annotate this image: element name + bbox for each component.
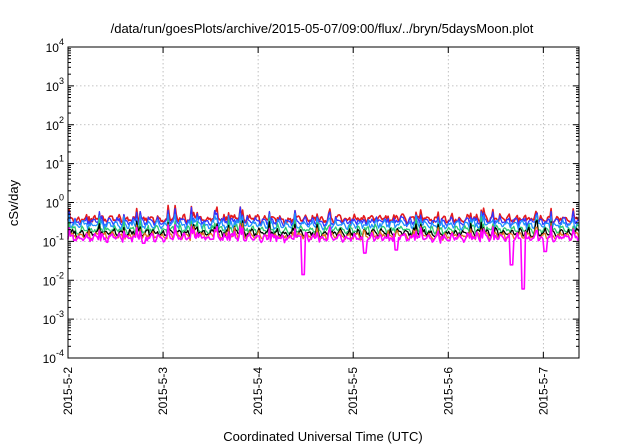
- chart-title: /data/run/goesPlots/archive/2015-05-07/0…: [111, 21, 534, 36]
- y-tick-label: 100: [46, 193, 64, 211]
- series-line-2: [67, 206, 580, 228]
- y-tick-label: 104: [46, 37, 64, 55]
- x-axis: 2015-5-2 2015-5-3 2015-5-4 2015-5-5 2015-5-6…: [61, 47, 550, 415]
- x-tick-label: 2015-5-6: [441, 367, 455, 415]
- series-line-7: [67, 224, 580, 290]
- series-layer: [67, 204, 580, 290]
- y-tick-label: 10-3: [43, 309, 64, 327]
- y-axis-label: cSv/day: [6, 179, 21, 226]
- y-tick-label: 10-1: [43, 231, 64, 249]
- y-tick-label: 10-4: [43, 348, 64, 366]
- x-axis-label: Coordinated Universal Time (UTC): [223, 429, 422, 444]
- x-tick-label: 2015-5-4: [251, 367, 265, 415]
- y-tick-label: 10-2: [43, 270, 64, 288]
- y-tick-label: 103: [46, 76, 64, 94]
- grid: [68, 47, 579, 358]
- y-tick-label: 102: [46, 115, 64, 133]
- x-tick-label: 2015-5-5: [346, 367, 360, 415]
- y-axis: 10-4 10-3 10-2 10-1 100 101 102 103 104: [43, 37, 579, 366]
- x-tick-label: 2015-5-2: [61, 367, 75, 415]
- y-tick-label: 101: [46, 154, 64, 172]
- x-tick-label: 2015-5-7: [536, 367, 550, 415]
- x-tick-label: 2015-5-3: [156, 367, 170, 415]
